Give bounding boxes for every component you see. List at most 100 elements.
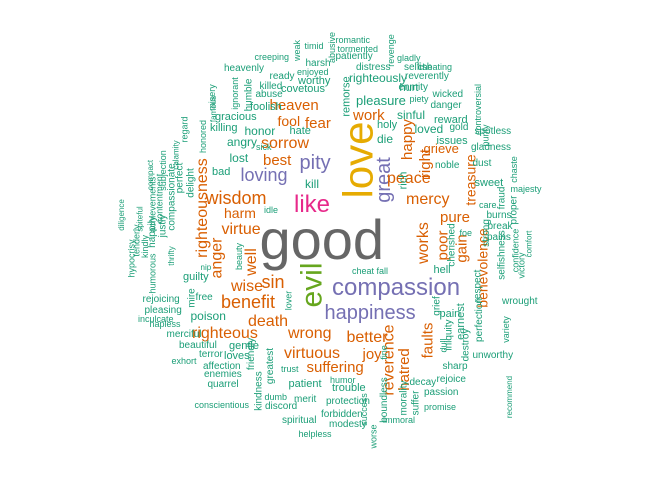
cloud-word: decay: [409, 377, 437, 388]
cloud-word: ignorant: [229, 76, 240, 110]
cloud-word: rejoicing: [142, 294, 180, 305]
cloud-word: cheating: [418, 61, 453, 72]
cloud-word: better: [346, 329, 388, 346]
cloud-word: sorrow: [261, 135, 310, 152]
cloud-word: enmity: [398, 82, 428, 93]
cloud-word: sharp: [442, 361, 468, 372]
cloud-word: burns: [486, 210, 512, 221]
cloud-word: dumb: [264, 391, 288, 402]
cloud-word: immoral: [383, 414, 416, 425]
cloud-word: hate: [289, 124, 311, 137]
cloud-word: righteously: [349, 71, 408, 85]
cloud-word: benefit: [221, 292, 276, 312]
cloud-word: abusive: [326, 31, 337, 63]
cloud-word: hell: [433, 263, 451, 276]
cloud-word: death: [248, 313, 289, 330]
cloud-word: faults: [419, 322, 437, 358]
cloud-word: boundless: [378, 377, 390, 423]
cloud-word: pity: [299, 152, 331, 174]
cloud-word: good: [259, 208, 385, 271]
cloud-word: timid: [304, 40, 324, 51]
cloud-word: inculcate: [138, 313, 174, 324]
cloud-word: patient: [288, 377, 322, 390]
cloud-word: terror: [199, 349, 223, 360]
cloud-word: merit: [294, 394, 317, 405]
cloud-word: heavenly: [224, 63, 265, 74]
cloud-word: lover: [283, 290, 294, 310]
cloud-word: sweet: [474, 176, 504, 189]
cloud-word: die: [377, 132, 394, 146]
cloud-word: gentle: [229, 339, 259, 352]
cloud-word: weak: [291, 39, 302, 61]
cloud-word: happy: [398, 118, 416, 160]
cloud-word: guilty: [183, 270, 209, 283]
cloud-word: works: [414, 222, 432, 264]
cloud-word: harm: [224, 205, 256, 221]
cloud-word: dull: [438, 337, 449, 353]
cloud-word: happiness: [324, 302, 416, 324]
cloud-word: free: [195, 292, 213, 303]
cloud-word: revenge: [385, 33, 396, 67]
cloud-word: passion: [424, 387, 459, 398]
cloud-word: spiritual: [282, 415, 317, 426]
cloud-word: majesty: [510, 183, 542, 194]
cloud-word: killed: [259, 81, 283, 92]
cloud-word: fear: [305, 114, 331, 132]
cloud-word: modesty: [329, 419, 367, 430]
cloud-word: helpless: [298, 428, 332, 439]
cloud-word: suffering: [306, 358, 364, 376]
cloud-word: hypocrisy: [126, 238, 137, 278]
cloud-word: perfection: [473, 298, 485, 342]
cloud-word: hurt: [399, 81, 419, 94]
cloud-word: joy: [362, 345, 382, 363]
cloud-word: beautiful: [179, 340, 217, 351]
cloud-word: pleasing: [144, 305, 182, 316]
cloud-word: abuse: [255, 89, 283, 100]
cloud-word: care: [479, 199, 497, 210]
cloud-word: covetous: [281, 82, 326, 95]
cloud-word: thrifty: [166, 246, 176, 266]
cloud-word: delight: [185, 168, 197, 198]
cloud-word: grieve: [423, 140, 459, 156]
cloud-word: unworthy: [472, 350, 514, 361]
cloud-word: angry: [227, 135, 258, 149]
cloud-word: compassionate: [166, 163, 178, 231]
cloud-word: victory: [516, 251, 527, 279]
cloud-word: romantic: [335, 34, 371, 45]
cloud-word: well: [242, 248, 260, 276]
cloud-word: foolish: [250, 100, 282, 113]
cloud-word: morality: [398, 380, 410, 416]
cloud-word: wisdom: [205, 188, 267, 208]
cloud-word: cherished: [446, 223, 458, 267]
cloud-word: worse: [368, 423, 379, 449]
cloud-word: cheat fall: [352, 265, 389, 276]
cloud-word: protection: [326, 396, 370, 407]
cloud-word: sin: [261, 272, 285, 292]
cloud-word: foe: [459, 227, 473, 238]
cloud-word: enemies: [204, 369, 242, 380]
cloud-word: beauty: [233, 242, 244, 270]
cloud-word: bad: [212, 165, 231, 178]
cloud-word: righteous: [192, 325, 258, 342]
cloud-word: kindness: [253, 371, 265, 411]
cloud-word: lost: [229, 151, 249, 165]
cloud-word: poison: [190, 309, 226, 323]
cloud-word: famous: [209, 95, 219, 123]
cloud-word: calamity: [171, 140, 181, 170]
cloud-word: sick: [256, 141, 272, 152]
cloud-word: enjoyed: [297, 66, 329, 77]
cloud-word: reverently: [405, 71, 449, 82]
cloud-word: compact: [146, 159, 156, 191]
cloud-word: wrong: [288, 325, 332, 342]
cloud-word: break: [487, 221, 513, 232]
cloud-word: hapless: [149, 318, 181, 329]
cloud-word: mercy: [406, 191, 450, 208]
cloud-word: pains: [487, 232, 511, 243]
cloud-word: greatest: [265, 347, 277, 385]
cloud-word: exhort: [171, 355, 197, 366]
cloud-word: diligence: [116, 199, 126, 231]
cloud-word: best: [263, 151, 292, 169]
cloud-word: spotless: [474, 126, 512, 137]
cloud-word: dust: [472, 158, 492, 169]
